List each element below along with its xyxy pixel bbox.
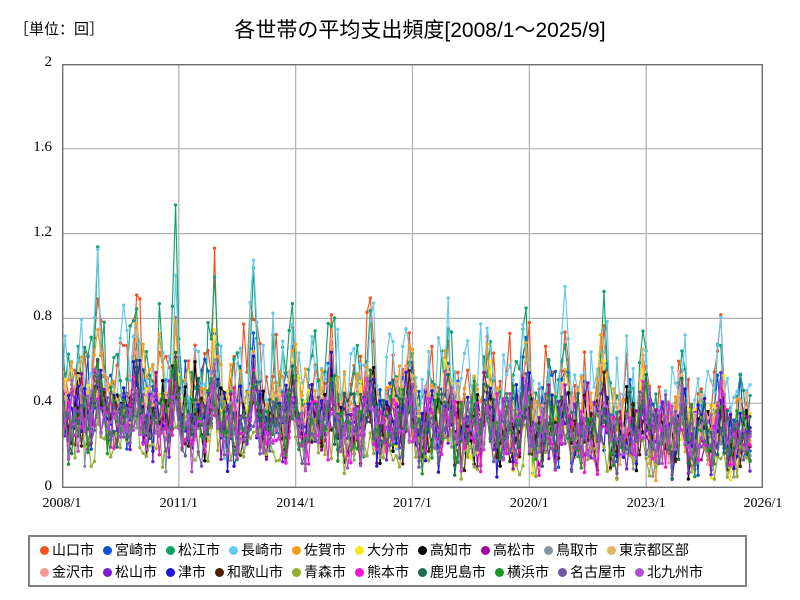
legend-item[interactable]: 鳥取市 [544,540,598,560]
legend-item[interactable]: 松江市 [166,540,220,560]
plot-frame [62,64,763,488]
legend-marker-icon [103,545,112,555]
y-axis-tick-label: 0.8 [33,308,52,325]
legend-item[interactable]: 横浜市 [495,562,549,582]
x-axis-tick-label: 2026/1 [743,496,783,511]
y-axis-tick-label: 2 [44,54,53,70]
legend-marker-icon [229,545,238,555]
legend-item[interactable]: 山口市 [40,540,94,560]
y-axis-tick-label: 0.4 [33,393,52,410]
legend-item[interactable]: 大分市 [355,540,409,560]
legend-item-label: 宮崎市 [115,542,157,558]
legend-marker-icon [166,545,175,555]
legend-item-label: 名古屋市 [570,564,626,580]
plot-area [62,64,763,488]
legend-item[interactable]: 高松市 [481,540,535,560]
legend-marker-icon [635,567,644,577]
legend-item-label: 高松市 [493,542,535,558]
legend-item-label: 鳥取市 [556,542,598,558]
legend-marker-icon [558,567,567,577]
chart-canvas [62,64,763,488]
x-axis-tick-label: 2017/1 [393,496,432,511]
legend-item[interactable]: 名古屋市 [558,562,626,582]
legend-marker-icon [292,567,301,577]
legend-marker-icon [292,545,301,555]
legend-marker-icon [40,545,49,555]
x-axis-tick-label: 2023/1 [626,496,666,511]
legend-marker-icon [607,545,616,555]
legend-item-label: 長崎市 [241,542,283,558]
legend-marker-icon [544,545,553,555]
legend-marker-icon [103,567,112,577]
chart-legend: 山口市 宮崎市 松江市 長崎市 佐賀市 大分市 高知市 高松市 鳥取市 東京都区部 金沢市 松山市 津… [28,535,747,587]
legend-item[interactable]: 金沢市 [40,562,94,582]
series-北九州市 [62,362,752,474]
unit-label: ［単位：回］ [14,21,105,38]
legend-item-label: 大分市 [367,542,409,558]
legend-marker-icon [355,545,364,555]
legend-item[interactable]: 熊本市 [355,562,409,582]
legend-item-label: 金沢市 [52,564,94,580]
legend-item[interactable]: 青森市 [292,562,346,582]
legend-item[interactable]: 宮崎市 [103,540,157,560]
legend-item[interactable]: 北九州市 [635,562,703,582]
legend-item[interactable]: 高知市 [418,540,472,560]
legend-item-label: 熊本市 [367,564,409,580]
legend-marker-icon [481,545,490,555]
legend-item-label: 松山市 [115,564,157,580]
x-axis-tick-label: 2008/1 [42,496,82,511]
legend-item-label: 北九州市 [647,564,703,580]
y-axis-tick-label: 1.6 [33,138,52,155]
legend-row-1: 山口市 宮崎市 松江市 長崎市 佐賀市 大分市 高知市 高松市 鳥取市 東京都区部 [40,539,739,561]
legend-item-label: 青森市 [304,564,346,580]
legend-marker-icon [215,567,224,577]
legend-marker-icon [418,545,427,555]
legend-item[interactable]: 東京都区部 [607,540,689,560]
y-axis-tick-label: 1.2 [33,223,52,240]
legend-item[interactable]: 松山市 [103,562,157,582]
legend-marker-icon [355,567,364,577]
legend-item[interactable]: 津市 [166,562,206,582]
legend-item-label: 高知市 [430,542,472,558]
legend-item-label: 山口市 [52,542,94,558]
legend-marker-icon [418,567,427,577]
x-axis-tick-label: 2020/1 [509,496,549,511]
legend-marker-icon [495,567,504,577]
legend-item[interactable]: 鹿児島市 [418,562,486,582]
y-axis-tick-label: 0 [44,478,53,494]
data-series-group [62,203,752,483]
legend-item-label: 東京都区部 [619,542,689,558]
legend-item[interactable]: 佐賀市 [292,540,346,560]
legend-item[interactable]: 和歌山市 [215,562,283,582]
legend-item[interactable]: 長崎市 [229,540,283,560]
legend-item-label: 鹿児島市 [430,564,486,580]
legend-item-label: 松江市 [178,542,220,558]
legend-marker-icon [40,567,49,577]
legend-item-label: 横浜市 [507,564,549,580]
legend-item-label: 津市 [178,564,206,580]
page-title: 各世帯の平均支出頻度[2008/1～2025/9] [234,19,606,42]
x-axis-tick-label: 2011/1 [159,496,199,511]
legend-marker-icon [166,567,175,577]
legend-item-label: 和歌山市 [227,564,283,580]
legend-item-label: 佐賀市 [304,542,346,558]
x-axis-tick-label: 2014/1 [276,496,316,511]
legend-row-2: 金沢市 松山市 津市 和歌山市 青森市 熊本市 鹿児島市 横浜市 名古屋市 北九州市 [40,561,739,583]
